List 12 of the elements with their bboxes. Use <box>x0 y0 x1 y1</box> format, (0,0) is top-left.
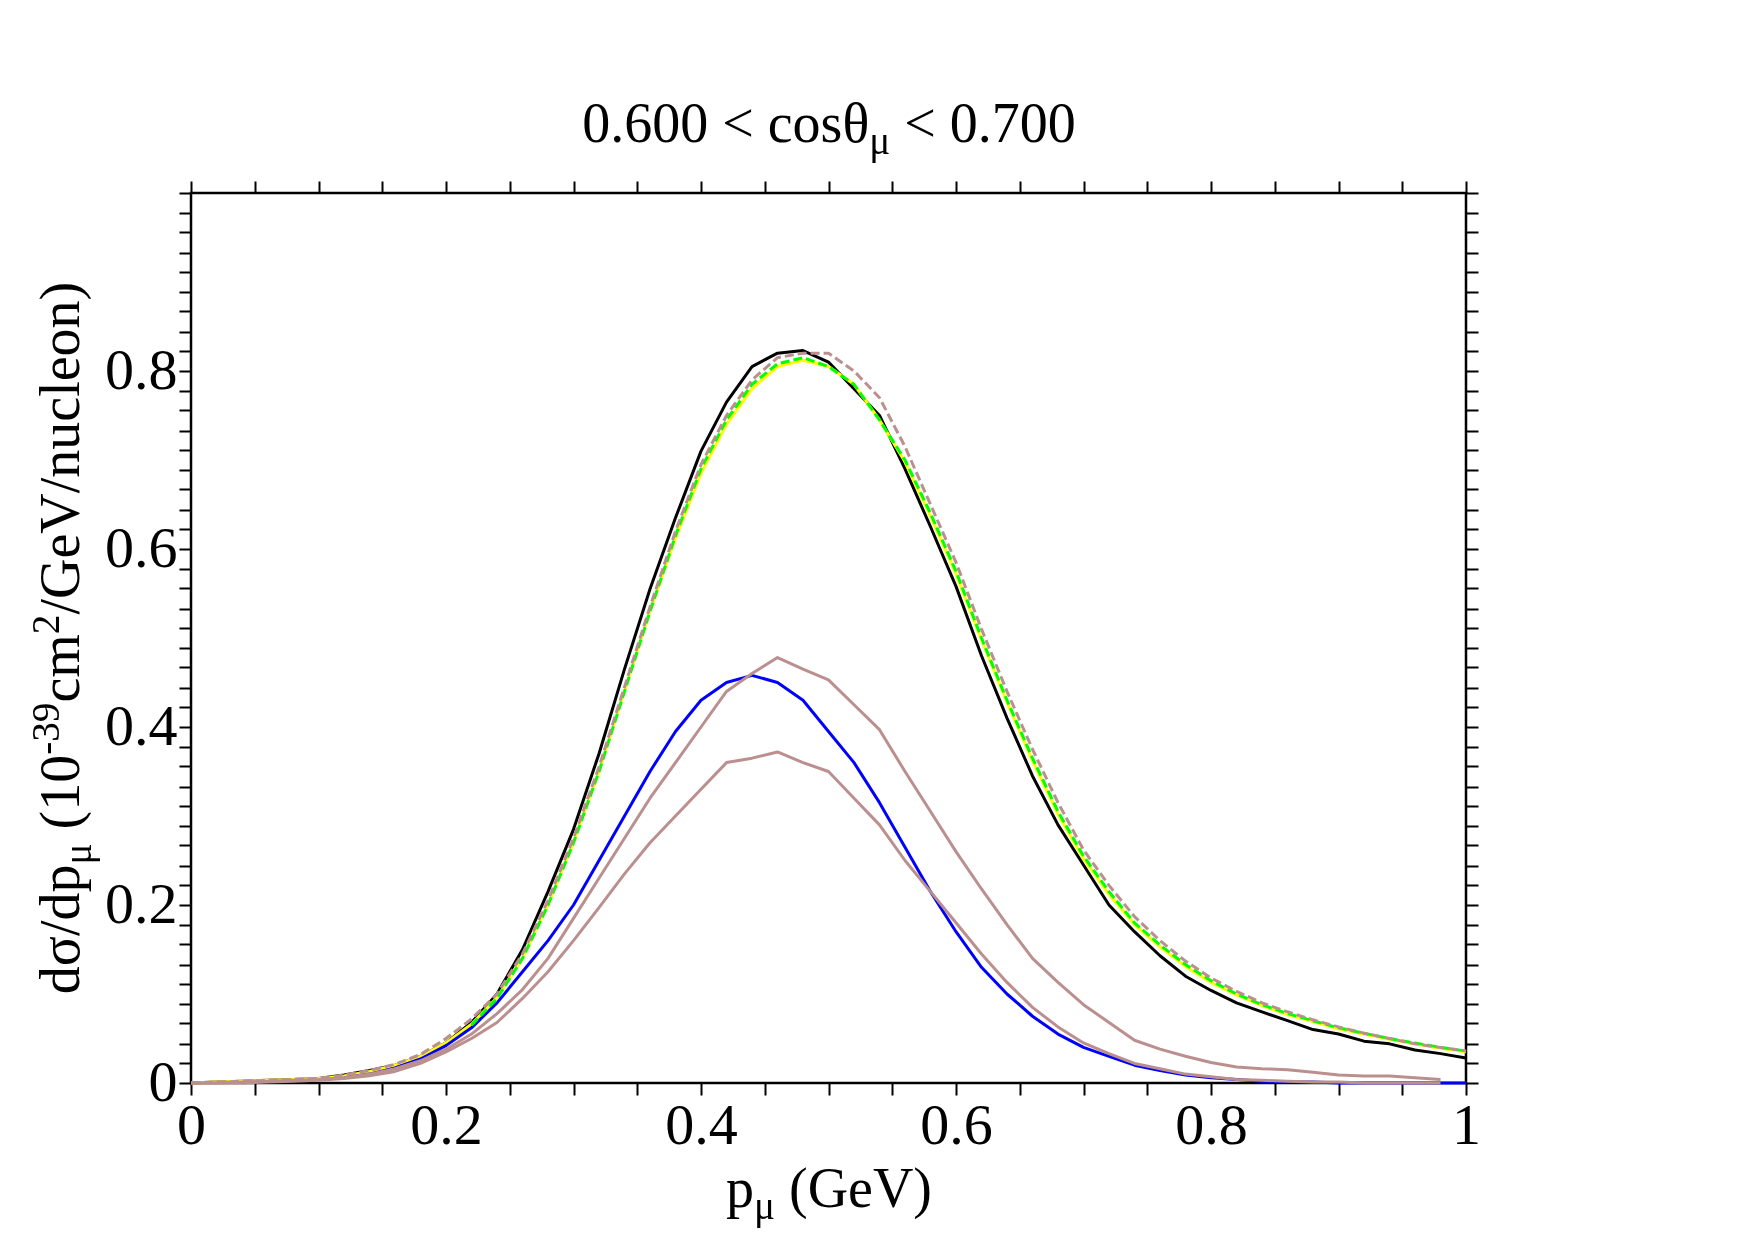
y-tick-label: 0.6 <box>105 514 178 580</box>
x-axis-title: p$_{μ}$ (GeV) <box>725 1157 933 1228</box>
y-tick-label: 0.8 <box>105 336 178 402</box>
x-tick-label: 0.4 <box>665 1091 738 1157</box>
x-tick-label: 0.8 <box>1175 1091 1248 1157</box>
chart-title: 0.600 < cosθ$_{μ}$ < 0.700 <box>582 92 1076 163</box>
x-tick-label: 1 <box>1452 1091 1481 1157</box>
y-tick-label: 0 <box>148 1048 178 1114</box>
x-tick-label: 0.2 <box>410 1091 483 1157</box>
x-tick-label: 0.6 <box>920 1091 993 1157</box>
y-tick-label: 0.2 <box>105 870 178 936</box>
y-tick-label: 0.4 <box>105 692 178 758</box>
